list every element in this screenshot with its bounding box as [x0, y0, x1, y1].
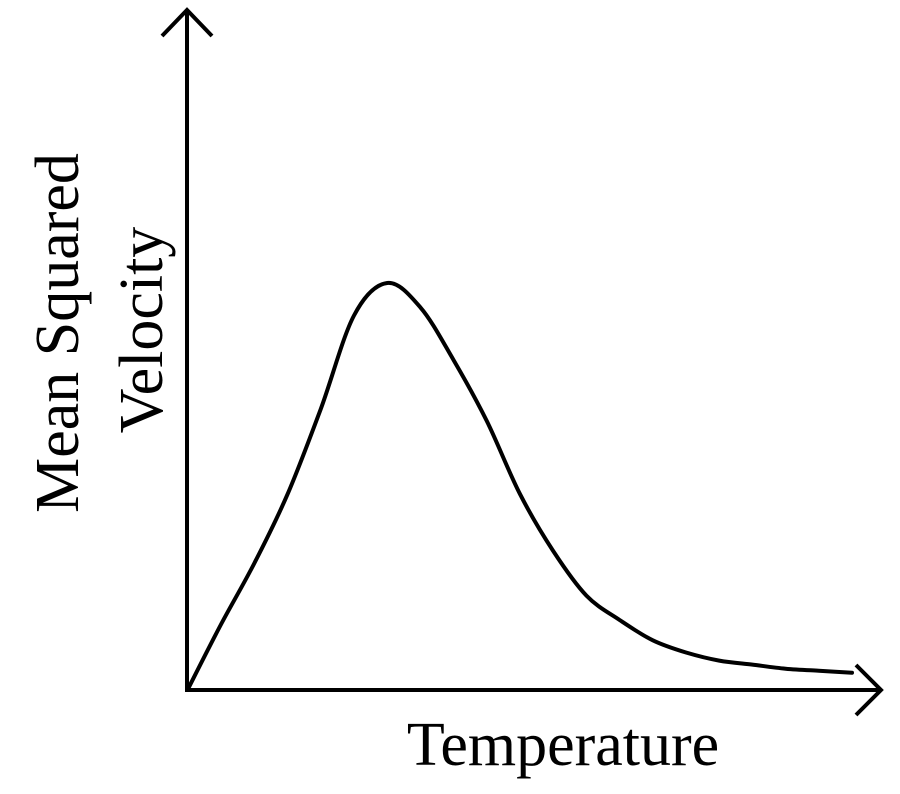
- y-axis-label-line-2: Velocity: [108, 227, 176, 434]
- y-axis-arrowhead: [160, 7, 214, 38]
- y-axis-label-line-1: Mean Squared: [24, 153, 92, 513]
- series-line: [186, 280, 854, 691]
- x-axis-arrowhead: [854, 663, 884, 717]
- y-axis-label: Mean Squared Velocity: [24, 153, 176, 513]
- x-axis-label: Temperature: [407, 711, 719, 779]
- axes: [160, 7, 884, 717]
